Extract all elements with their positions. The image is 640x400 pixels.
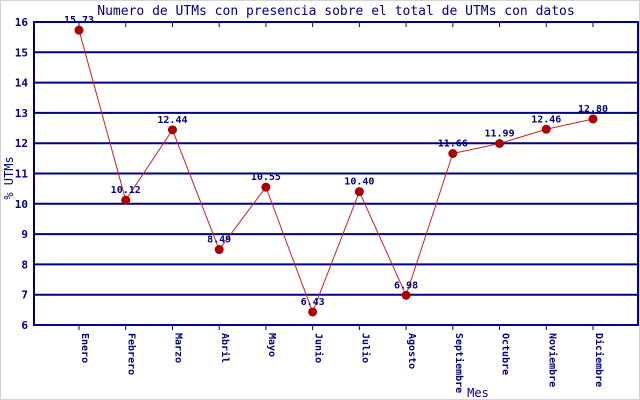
x-tick-label: Noviembre [546,333,558,387]
y-tick-label: 12 [15,137,28,150]
data-point-label: 12.44 [157,115,187,126]
data-point-label: 6.43 [301,297,325,308]
x-tick-label: Enero [79,333,90,363]
plot-border [33,21,639,326]
data-point [588,114,598,124]
data-point [261,182,271,192]
data-point-label: 10.40 [344,177,374,188]
x-tick-label: Junio [313,333,325,363]
x-tick-label: Marzo [172,333,183,363]
x-tick-label: Abril [219,333,231,363]
chart-plot-area: 6 7 8 9 10 11 12 13 14 15 16 Enero Febrero Marzo Abril… [15,15,639,393]
chart-title: Numero de UTMs con presencia sobre el to… [97,4,574,19]
data-point [448,149,458,159]
data-point-label: 12.80 [578,104,608,115]
x-tick-label: Diciembre [593,333,605,387]
x-tick-label: Julio [359,333,371,363]
y-axis-label: % UTMs [2,156,16,199]
data-point-label: 8.49 [207,235,231,246]
data-point [541,124,551,134]
y-tick-label: 6 [21,319,28,332]
y-tick-label: 16 [15,16,29,29]
x-tick-label: Septiembre [453,333,465,393]
data-point-label: 12.46 [531,114,561,125]
y-tick-label: 11 [15,168,29,181]
x-tick-label: Mayo [266,333,277,357]
data-point [401,290,411,300]
x-tick-label: Febrero [126,333,137,375]
data-point-label: 10.55 [251,172,281,183]
y-tick-label: 9 [21,228,28,241]
data-point-label: 6.98 [394,280,418,291]
x-tick-label: Octubre [500,333,511,375]
series-line [78,30,594,314]
data-point-label: 10.12 [111,185,141,196]
y-tick-label: 14 [15,77,29,90]
y-tick-label: 15 [15,46,28,59]
y-tick-label: 13 [15,107,28,120]
data-point [74,25,84,35]
data-point-label: 11.99 [484,129,514,140]
data-point [121,195,131,205]
y-tick-label: 7 [21,289,28,302]
data-point [308,307,318,317]
data-point-label: 11.66 [438,139,468,150]
y-tick-label: 8 [21,258,28,271]
data-point [354,187,364,197]
data-point [214,245,224,255]
x-tick-label: Agosto [406,333,417,369]
data-point [167,125,177,135]
x-axis-label: Mes [467,386,489,399]
y-tick-label: 10 [15,198,28,211]
data-point [495,139,505,149]
data-point-label: 15.73 [64,15,94,26]
